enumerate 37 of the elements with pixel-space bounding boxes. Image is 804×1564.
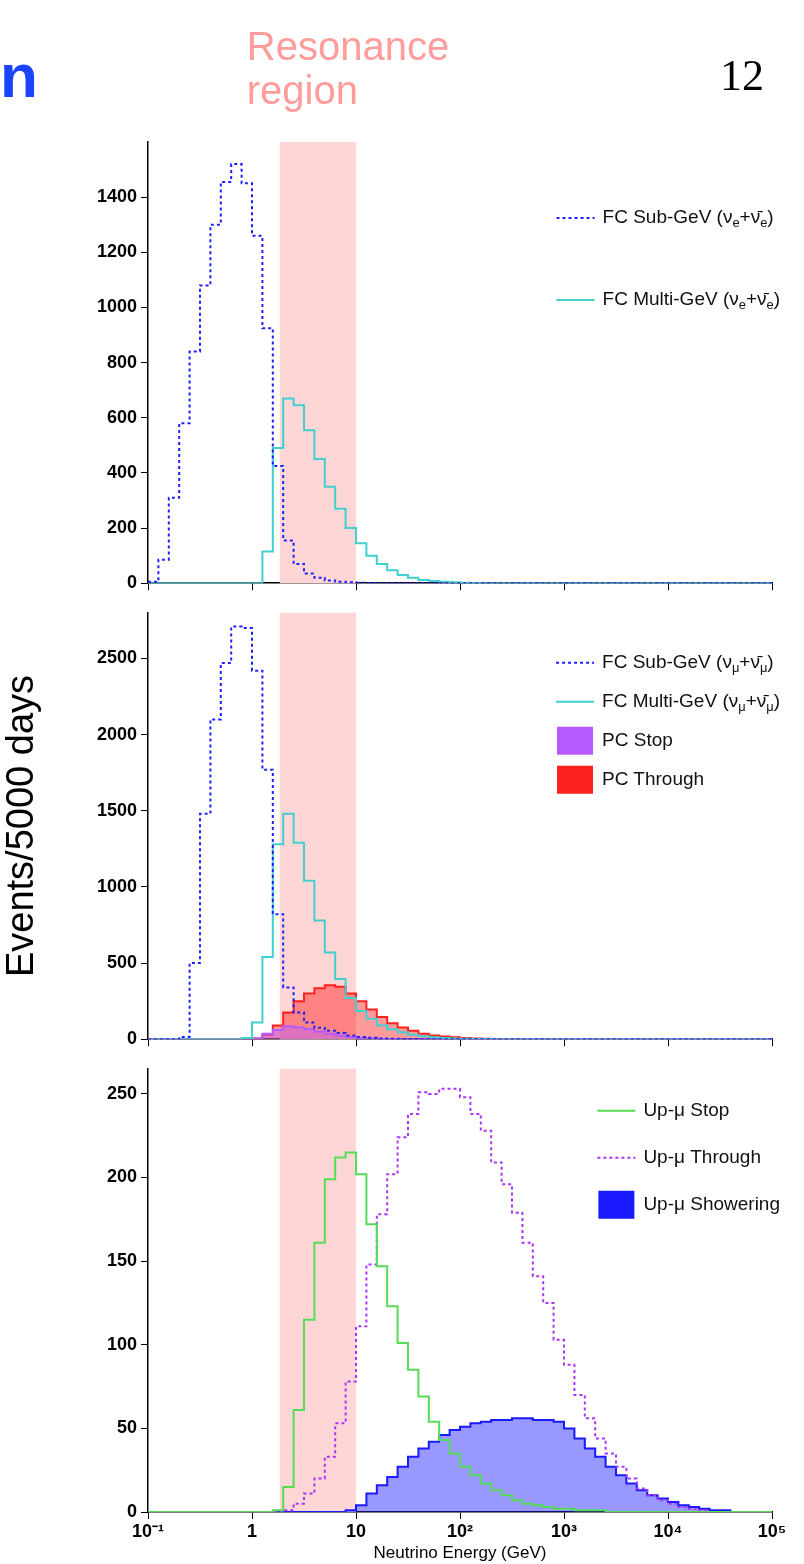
legend-label: PC Through [602, 768, 705, 790]
y-tick-label: 200 [106, 1166, 137, 1187]
y-tick-label: 0 [126, 1028, 137, 1049]
legend-label: PC Stop [602, 729, 673, 751]
legend-label: Up-μ Through [643, 1146, 761, 1168]
legend-label: Up-μ Showering [643, 1193, 781, 1215]
y-tick-label: 100 [106, 1333, 137, 1354]
x-tick-label: 10⁴ [653, 1520, 683, 1541]
y-tick-label: 1000 [96, 296, 137, 317]
x-tick-label: 10 [345, 1520, 367, 1541]
y-axis-title: Events/5000 days [0, 674, 42, 978]
y-tick-label: 500 [106, 952, 137, 973]
y-tick-label: 1500 [96, 799, 137, 820]
band-label: Resonance region [246, 24, 450, 112]
x-tick-label: 10⁻¹ [131, 1520, 165, 1541]
x-tick-label: 10² [446, 1520, 474, 1541]
y-tick-label: 250 [106, 1082, 137, 1103]
y-tick-label: 2500 [96, 647, 137, 668]
x-tick-label: 10³ [550, 1520, 578, 1541]
y-tick-label: 600 [106, 406, 137, 427]
y-tick-label: 150 [106, 1250, 137, 1271]
x-tick-label: 10⁵ [757, 1520, 787, 1541]
y-tick-label: 2000 [96, 723, 137, 744]
y-tick-label: 800 [106, 351, 137, 372]
y-tick-label: 1400 [96, 186, 137, 207]
y-tick-label: 400 [106, 461, 137, 482]
text: n [0, 40, 38, 111]
y-tick-label: 50 [116, 1417, 137, 1438]
y-tick-label: 0 [126, 572, 137, 593]
x-tick-label: 1 [246, 1520, 258, 1541]
legend-label: Up-μ Stop [643, 1099, 730, 1121]
x-axis-title: Neutrino Energy (GeV) [373, 1543, 547, 1563]
y-tick-label: 0 [126, 1500, 137, 1521]
y-tick-label: 1000 [96, 875, 137, 896]
y-tick-label: 1200 [96, 241, 137, 262]
text: 12 [720, 50, 764, 101]
y-tick-label: 200 [106, 517, 137, 538]
